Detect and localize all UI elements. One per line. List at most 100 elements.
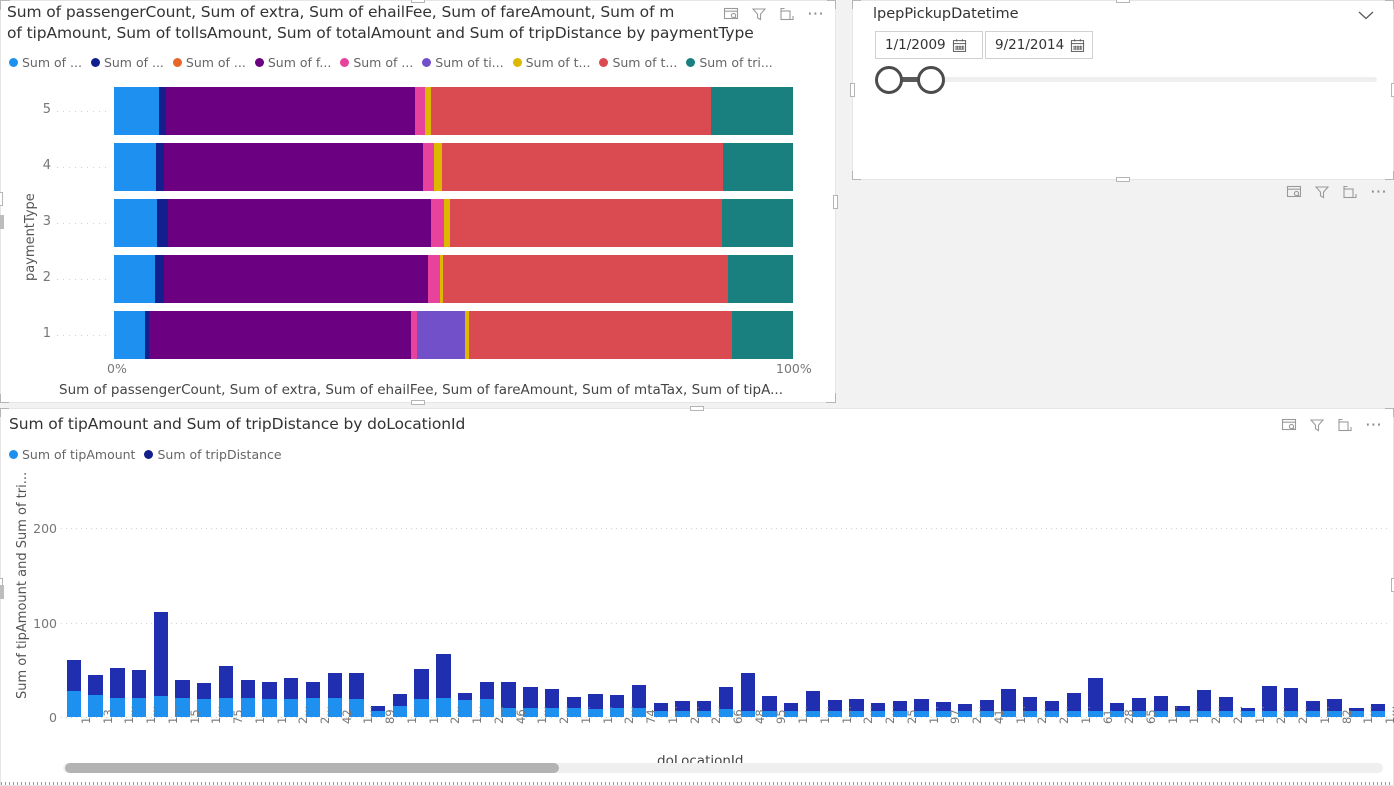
stacked-bar-segment[interactable] (422, 143, 435, 191)
column-segment-tipamount[interactable] (1240, 711, 1255, 717)
more-options-icon[interactable]: ⋯ (807, 4, 825, 24)
column-bar[interactable] (784, 703, 799, 717)
legend-item-tollsamount[interactable]: Sum of t... (512, 55, 590, 70)
column-segment-tipamount[interactable] (544, 708, 560, 717)
column-plot-area[interactable] (63, 469, 1389, 717)
stacked-bar-segment[interactable] (114, 311, 145, 359)
stacked-bar-segment[interactable] (414, 87, 425, 135)
resize-handle-bottom[interactable] (1116, 177, 1130, 182)
column-segment-tripdistance[interactable] (1284, 688, 1299, 717)
column-segment-tripdistance[interactable] (805, 691, 821, 717)
column-segment-tipamount[interactable] (849, 711, 864, 717)
legend-item-ehailfee[interactable]: Sum of ... (172, 55, 246, 70)
column-segment-tripdistance[interactable] (1001, 689, 1016, 717)
stacked-chart-legend[interactable]: Sum of ... Sum of ... Sum of ... Sum of … (9, 55, 782, 70)
column-bar[interactable] (523, 687, 538, 717)
stacked-bar-row[interactable] (114, 143, 793, 191)
stacked-bar-segment[interactable] (469, 311, 732, 359)
date-range-slider-end-handle[interactable] (917, 66, 945, 94)
column-segment-tripdistance[interactable] (153, 611, 168, 717)
column-segment-tipamount[interactable] (88, 695, 103, 717)
column-segment-tipamount[interactable] (349, 699, 364, 717)
column-bar[interactable] (327, 673, 342, 717)
filter-icon[interactable] (1314, 184, 1330, 200)
column-segment-tipamount[interactable] (740, 711, 755, 717)
stacked-visual-header-icons[interactable]: ⋯ (723, 4, 825, 24)
column-segment-tipamount[interactable] (566, 708, 581, 717)
stacked-bar-visual[interactable]: Sum of passengerCount, Sum of extra, Sum… (0, 0, 838, 405)
focus-mode-icon[interactable] (779, 6, 795, 22)
stacked-bar-segment[interactable] (155, 143, 165, 191)
column-segment-tipamount[interactable] (284, 699, 299, 717)
resize-handle-top-right[interactable] (827, 0, 836, 9)
stacked-bar-segment[interactable] (114, 255, 156, 303)
column-bar[interactable] (718, 687, 734, 717)
column-bar[interactable] (414, 669, 429, 717)
stacked-bar-segment[interactable] (443, 199, 451, 247)
column-bar[interactable] (262, 682, 277, 717)
resize-handle-left[interactable] (0, 192, 3, 206)
column-bar[interactable] (762, 696, 777, 717)
column-segment-tipamount[interactable] (610, 708, 625, 717)
column-bar[interactable] (805, 691, 821, 717)
column-segment-tipamount[interactable] (892, 711, 908, 717)
resize-handle-right[interactable] (1391, 578, 1394, 592)
legend-item-mtatax[interactable]: Sum of ... (340, 55, 413, 70)
stacked-bar-segment[interactable] (114, 87, 159, 135)
column-segment-tipamount[interactable] (327, 698, 342, 717)
column-bar[interactable] (457, 693, 473, 717)
stacked-bar-segment[interactable] (723, 143, 793, 191)
column-bar[interactable] (1153, 696, 1168, 717)
stacked-bar-segment[interactable] (166, 87, 415, 135)
column-segment-tipamount[interactable] (436, 698, 451, 717)
drill-through-icon[interactable] (1281, 417, 1297, 433)
date-slicer-visual[interactable]: lpepPickupDatetime 1/1/2009 9/21/2014 (850, 0, 1394, 182)
column-bar[interactable] (88, 675, 103, 717)
column-segment-tipamount[interactable] (1088, 711, 1103, 717)
calendar-icon[interactable] (952, 38, 967, 53)
legend-item-fareamount[interactable]: Sum of f... (254, 55, 331, 70)
column-bar[interactable] (66, 660, 82, 717)
legend-item-passengercount[interactable]: Sum of ... (9, 55, 82, 70)
column-bar[interactable] (175, 680, 190, 717)
stacked-bar-row[interactable] (114, 255, 793, 303)
column-segment-tipamount[interactable] (457, 700, 473, 717)
column-bar[interactable] (1066, 693, 1081, 717)
filter-icon[interactable] (751, 6, 767, 22)
column-segment-tipamount[interactable] (631, 708, 647, 717)
column-bar[interactable] (870, 703, 886, 717)
column-segment-tipamount[interactable] (957, 711, 973, 717)
column-segment-tipamount[interactable] (914, 711, 929, 717)
resize-handle-top[interactable] (1116, 0, 1130, 3)
column-segment-tipamount[interactable] (1197, 711, 1212, 717)
stacked-bar-segment[interactable] (164, 143, 423, 191)
stacked-bar-segment[interactable] (465, 311, 470, 359)
stacked-bar-segment[interactable] (711, 87, 793, 135)
column-segment-tipamount[interactable] (1131, 711, 1147, 717)
column-bar[interactable] (610, 695, 625, 717)
column-bar[interactable] (1262, 686, 1277, 717)
focus-mode-icon[interactable] (1337, 417, 1353, 433)
column-segment-tipamount[interactable] (653, 711, 668, 717)
column-bar[interactable] (957, 704, 973, 717)
filter-icon[interactable] (1309, 417, 1325, 433)
column-bar[interactable] (914, 699, 929, 717)
resize-handle-right[interactable] (833, 194, 838, 209)
date-range-slider-track[interactable] (877, 77, 1377, 82)
column-visual-header-icons[interactable]: ⋯ (1281, 417, 1383, 434)
horizontal-scrollbar-track[interactable] (63, 763, 1383, 773)
column-bar[interactable] (675, 701, 690, 717)
slicer-footer-icons[interactable]: ⋯ (1286, 184, 1388, 201)
vertical-scroll-marker[interactable] (0, 215, 4, 229)
column-segment-tripdistance[interactable] (1197, 690, 1212, 717)
resize-handle-top-left[interactable] (0, 408, 9, 417)
column-segment-tipamount[interactable] (262, 699, 277, 717)
column-bar[interactable] (153, 611, 168, 717)
stacked-bar-segment[interactable] (417, 311, 465, 359)
legend-item-tripdistance[interactable]: Sum of tri... (686, 55, 773, 70)
column-bar[interactable] (1131, 698, 1147, 717)
resize-handle-right[interactable] (1391, 83, 1394, 97)
column-bar[interactable] (1284, 688, 1299, 717)
column-bar[interactable] (1370, 704, 1386, 717)
column-bar[interactable] (131, 670, 147, 717)
